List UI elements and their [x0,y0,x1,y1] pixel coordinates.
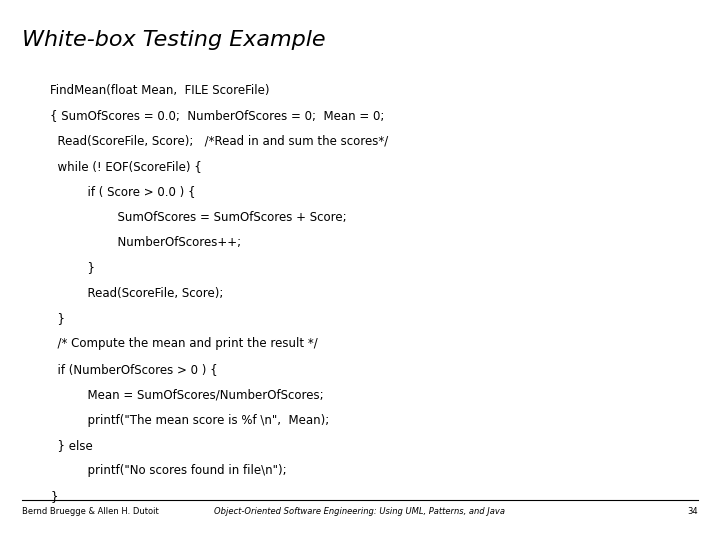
Text: FindMean(float Mean,  FILE ScoreFile): FindMean(float Mean, FILE ScoreFile) [50,84,270,97]
Text: }: } [50,490,58,503]
Text: Bernd Bruegge & Allen H. Dutoit: Bernd Bruegge & Allen H. Dutoit [22,507,158,516]
Text: Object-Oriented Software Engineering: Using UML, Patterns, and Java: Object-Oriented Software Engineering: Us… [215,507,505,516]
Text: } else: } else [50,439,93,452]
Text: NumberOfScores++;: NumberOfScores++; [50,236,241,249]
Text: White-box Testing Example: White-box Testing Example [22,30,325,50]
Text: if (NumberOfScores > 0 ) {: if (NumberOfScores > 0 ) { [50,363,218,376]
Text: while (! EOF(ScoreFile) {: while (! EOF(ScoreFile) { [50,160,202,173]
Text: Read(ScoreFile, Score);   /*Read in and sum the scores*/: Read(ScoreFile, Score); /*Read in and su… [50,134,389,147]
Text: printf("The mean score is %f \n",  Mean);: printf("The mean score is %f \n", Mean); [50,414,330,427]
Text: }: } [50,261,95,274]
Text: }: } [50,312,66,325]
Text: if ( Score > 0.0 ) {: if ( Score > 0.0 ) { [50,185,196,198]
Text: Read(ScoreFile, Score);: Read(ScoreFile, Score); [50,287,224,300]
Text: /* Compute the mean and print the result */: /* Compute the mean and print the result… [50,338,318,350]
Text: 34: 34 [688,507,698,516]
Text: Mean = SumOfScores/NumberOfScores;: Mean = SumOfScores/NumberOfScores; [50,388,324,401]
Text: SumOfScores = SumOfScores + Score;: SumOfScores = SumOfScores + Score; [50,211,347,224]
Text: printf("No scores found in file\n");: printf("No scores found in file\n"); [50,464,287,477]
Text: { SumOfScores = 0.0;  NumberOfScores = 0;  Mean = 0;: { SumOfScores = 0.0; NumberOfScores = 0;… [50,109,384,122]
